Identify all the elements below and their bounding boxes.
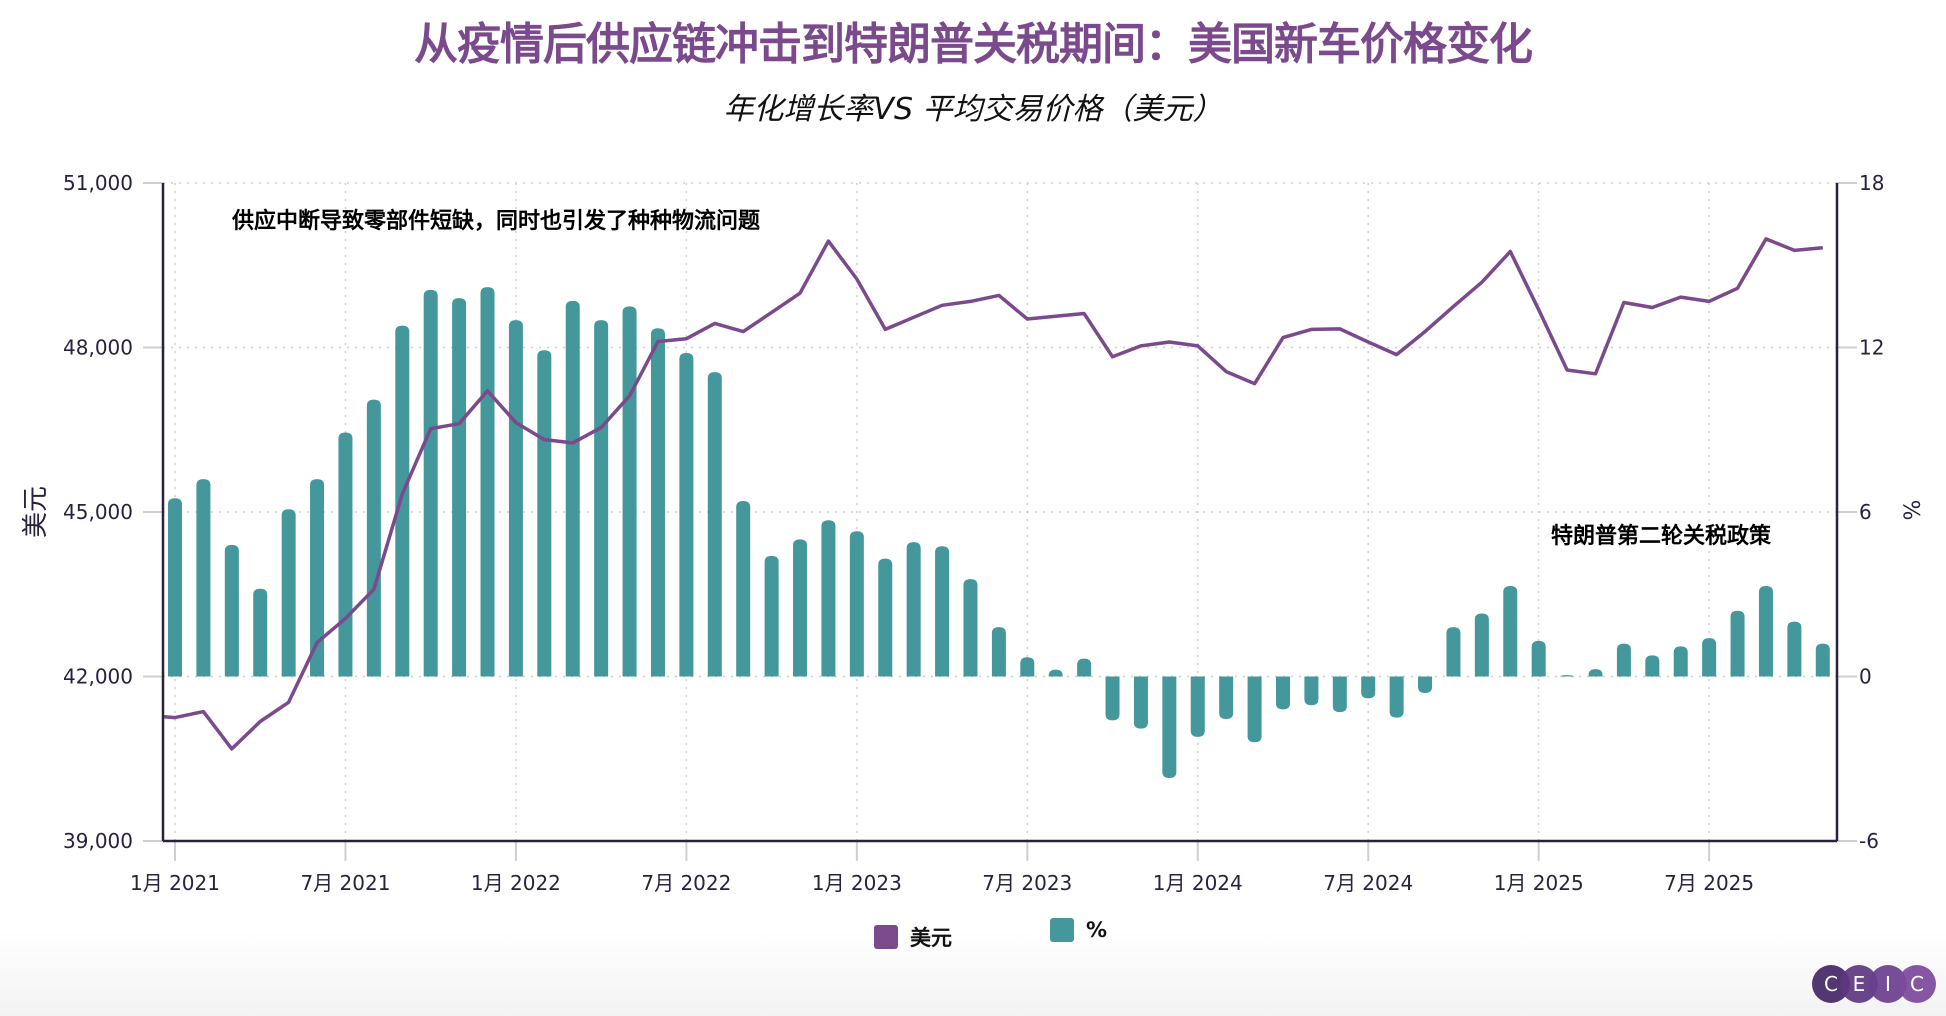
bar-2025-02 [1560, 675, 1575, 677]
bar-2023-06 [991, 627, 1006, 677]
bar-2024-08 [1389, 676, 1404, 718]
annotation-tariff: 特朗普第二轮关税政策 [1551, 523, 1772, 549]
bar-2021-07 [338, 432, 353, 677]
bar-2023-08 [1048, 669, 1063, 677]
legend-swatch-percent [1050, 918, 1074, 942]
bar-2023-10 [1105, 676, 1120, 721]
bar-2023-09 [1077, 658, 1092, 677]
bar-2025-11 [1815, 643, 1830, 677]
left-tick-label: 51,000 [63, 171, 133, 195]
right-tick-label: 0 [1859, 665, 1872, 689]
bar-2022-06 [650, 328, 665, 677]
gridlines [163, 182, 1837, 841]
legend: 美元 % [0, 916, 1946, 952]
bar-2022-03 [565, 300, 580, 677]
bar-2025-06 [1673, 646, 1688, 677]
left-axis-title: 美元 [21, 486, 51, 538]
bar-2022-08 [707, 372, 722, 677]
legend-label-percent: % [1086, 918, 1108, 942]
axes: 39,000 42,000 45,000 48,000 51,000 -6 0 6 12 18 1月… [63, 171, 1884, 895]
bar-2025-10 [1787, 621, 1802, 677]
bar-2021-10 [423, 289, 438, 677]
bar-2025-07 [1702, 638, 1717, 677]
right-tick-label: 18 [1859, 171, 1884, 195]
x-tick-label: 7月 2022 [641, 871, 731, 895]
bar-2021-06 [310, 479, 325, 677]
bar-2021-02 [196, 479, 211, 677]
bar-2021-08 [366, 399, 381, 677]
bar-2024-06 [1332, 676, 1347, 713]
bar-2022-07 [679, 352, 694, 677]
bar-2023-07 [1020, 657, 1035, 677]
x-tick-label: 7月 2025 [1664, 871, 1754, 895]
logo-letter-c2: C [1898, 965, 1936, 1003]
bar-2024-09 [1418, 676, 1433, 693]
left-tick-label: 42,000 [63, 665, 133, 689]
bar-2025-05 [1645, 655, 1660, 677]
bar-2024-05 [1304, 676, 1319, 706]
bar-2021-11 [452, 298, 467, 677]
bar-2021-01 [168, 498, 182, 677]
legend-label-usd: 美元 [910, 926, 952, 950]
bar-series-percent [168, 287, 1830, 778]
bar-2025-08 [1730, 610, 1745, 677]
left-tick-label: 48,000 [63, 336, 133, 360]
left-tick-label: 45,000 [63, 500, 133, 524]
x-tick-label: 1月 2025 [1494, 871, 1584, 895]
chart-subtitle: 年化增长率VS 平均交易价格（美元） [723, 92, 1223, 127]
bar-2022-12 [821, 520, 836, 677]
ceic-logo: C E I C [1812, 965, 1936, 1003]
legend-item-usd[interactable]: 美元 [874, 922, 952, 952]
bar-2024-01 [1190, 676, 1205, 737]
annotation-supply-chain: 供应中断导致零部件短缺，同时也引发了种种物流问题 [231, 208, 761, 234]
bar-2021-03 [224, 544, 239, 677]
x-tick-label: 1月 2021 [130, 871, 220, 895]
bar-2023-11 [1133, 676, 1148, 729]
bar-2022-02 [537, 350, 552, 677]
legend-swatch-usd [874, 925, 898, 949]
x-tick-label: 7月 2024 [1323, 871, 1413, 895]
bar-2024-10 [1446, 627, 1461, 677]
bar-2023-01 [849, 531, 864, 677]
bar-2022-04 [594, 320, 609, 677]
right-tick-label: -6 [1859, 829, 1879, 853]
bar-2021-12 [480, 287, 495, 677]
x-tick-label: 1月 2024 [1153, 871, 1243, 895]
bar-2024-02 [1219, 676, 1234, 719]
bar-2025-03 [1588, 669, 1603, 677]
bar-2021-04 [253, 588, 268, 677]
chart-title: 从疫情后供应链冲击到特朗普关税期间：美国新车价格变化 [414, 19, 1533, 70]
bar-2023-02 [878, 558, 893, 677]
bar-2021-09 [395, 325, 410, 677]
legend-item-percent[interactable]: % [1050, 918, 1107, 942]
x-tick-label: 1月 2023 [812, 871, 902, 895]
bar-2023-05 [963, 579, 978, 677]
bar-2024-03 [1247, 676, 1262, 743]
bar-2025-04 [1616, 643, 1631, 677]
bar-2023-12 [1162, 676, 1177, 778]
x-tick-label: 1月 2022 [471, 871, 561, 895]
bar-2022-01 [508, 320, 523, 677]
bar-2024-12 [1503, 586, 1518, 677]
bar-2025-09 [1758, 586, 1773, 677]
bar-2022-05 [622, 306, 637, 677]
bar-2021-05 [281, 509, 296, 677]
bar-2025-01 [1531, 640, 1546, 677]
x-tick-label: 7月 2021 [300, 871, 390, 895]
bar-2022-09 [736, 501, 751, 677]
bar-2024-07 [1361, 676, 1376, 699]
x-tick-label: 7月 2023 [982, 871, 1072, 895]
line-series-usd [164, 237, 1823, 751]
bar-2023-03 [906, 542, 921, 677]
left-tick-label: 39,000 [63, 829, 133, 853]
right-tick-label: 12 [1859, 336, 1884, 360]
bar-2024-11 [1474, 613, 1489, 677]
bar-2023-04 [935, 546, 950, 677]
right-axis-title: % [1901, 500, 1926, 521]
bar-2022-10 [764, 555, 779, 677]
bar-2022-11 [793, 539, 808, 677]
bar-2024-04 [1275, 676, 1290, 710]
right-tick-label: 6 [1859, 500, 1872, 524]
